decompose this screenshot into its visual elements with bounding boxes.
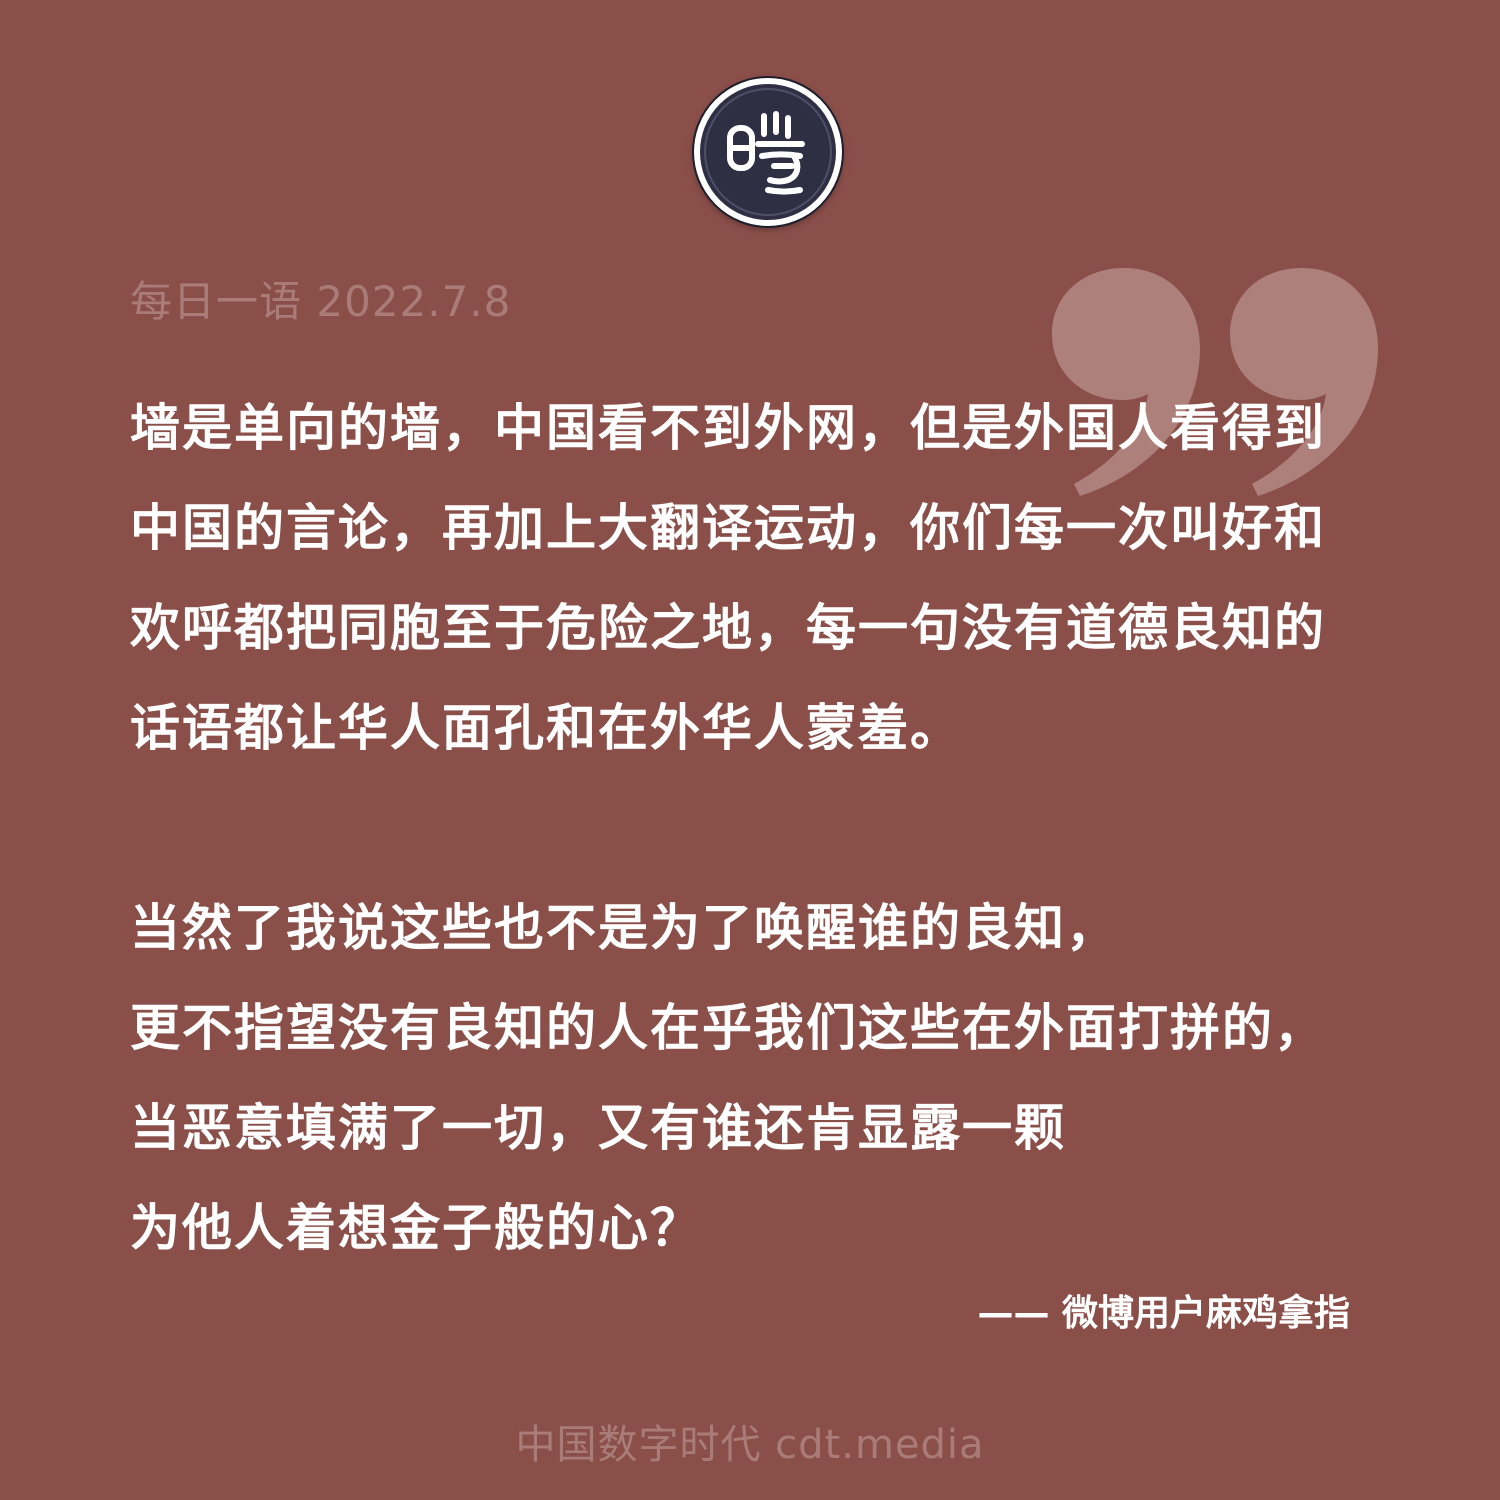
quote-line: 当然了我说这些也不是为了唤醒谁的良知，	[130, 898, 1118, 957]
quote-line: 为他人着想金子般的心？	[130, 1198, 702, 1257]
paragraph-gap	[130, 778, 1390, 878]
quote-attribution: —— 微博用户麻鸡拿指	[977, 1293, 1350, 1334]
closing-quote-icon	[1052, 268, 1378, 496]
date-heading: 每日一语 2022.7.8	[130, 277, 512, 326]
seal-glyph-icon	[727, 111, 805, 195]
quote-line: 话语都让华人面孔和在外华人蒙羞。	[130, 698, 962, 757]
quote-line: 墙是单向的墙，中国看不到外网，但是外国人看得到	[130, 398, 1326, 457]
footer-brand: 中国数字时代 cdt.media	[515, 1422, 985, 1468]
quote-body: 墙是单向的墙，中国看不到外网，但是外国人看得到 中国的言论，再加上大翻译运动，你…	[130, 378, 1390, 1278]
logo-inner-ring	[704, 88, 832, 216]
cdt-seal-logo	[694, 78, 842, 226]
quote-line: 更不指望没有良知的人在乎我们这些在外面打拼的，	[130, 998, 1326, 1057]
quote-line: 中国的言论，再加上大翻译运动，你们每一次叫好和	[130, 498, 1326, 557]
quote-line: 欢呼都把同胞至于危险之地，每一句没有道德良知的	[130, 598, 1326, 657]
quote-line: 当恶意填满了一切，又有谁还肯显露一颗	[130, 1098, 1066, 1157]
